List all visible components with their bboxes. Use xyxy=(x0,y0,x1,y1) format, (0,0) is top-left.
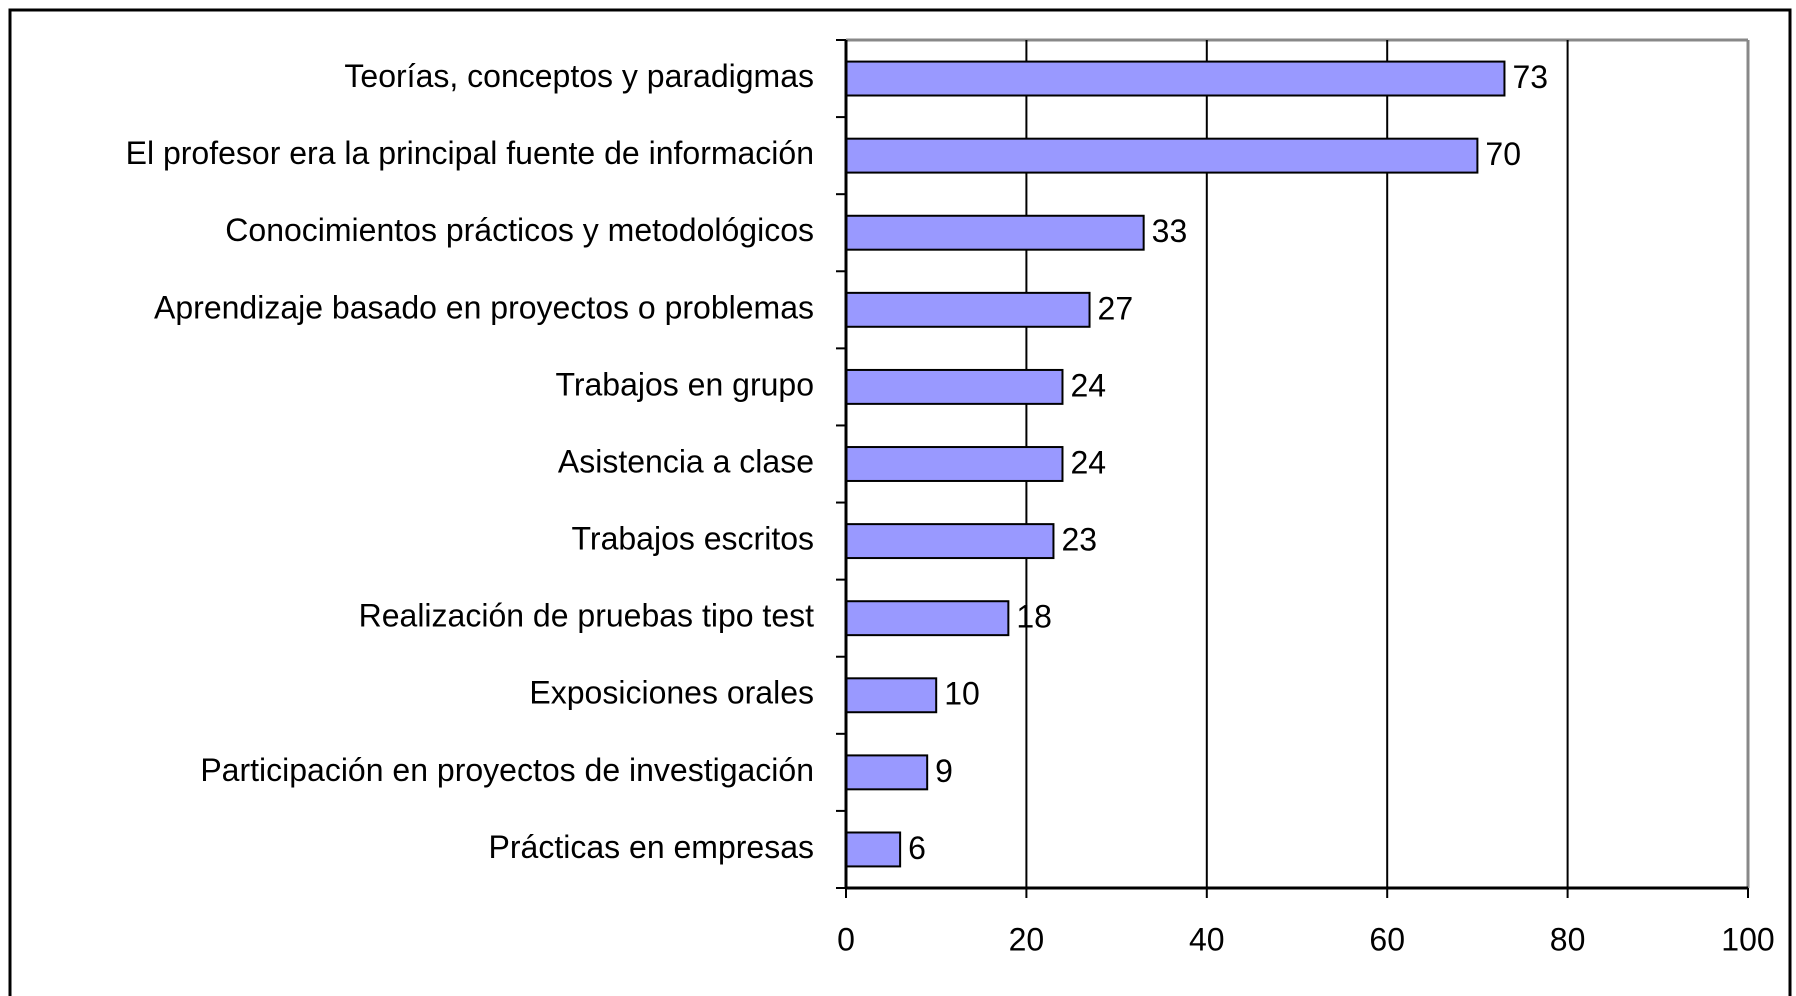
bar xyxy=(845,831,902,868)
y-tick-label: Aprendizaje basado en proyectos o proble… xyxy=(154,289,814,325)
y-tick-label: Exposiciones orales xyxy=(529,675,814,711)
frame xyxy=(8,8,1792,996)
bar xyxy=(845,523,1055,560)
x-tick-label: 80 xyxy=(1550,921,1586,957)
bar xyxy=(845,137,1479,174)
data-label: 6 xyxy=(908,830,926,866)
y-tick-label: Trabajos escritos xyxy=(572,521,814,557)
bar xyxy=(845,291,1091,328)
y-tick-label: Prácticas en empresas xyxy=(489,829,814,865)
data-label: 24 xyxy=(1070,444,1106,480)
x-tick-label: 0 xyxy=(837,921,855,957)
x-tick-label: 40 xyxy=(1189,921,1225,957)
data-label: 9 xyxy=(935,753,953,789)
data-label: 23 xyxy=(1061,522,1097,558)
y-tick-label: Asistencia a clase xyxy=(558,443,814,479)
data-label: 70 xyxy=(1485,136,1521,172)
data-label: 73 xyxy=(1512,59,1548,95)
data-label: 27 xyxy=(1098,290,1134,326)
bar xyxy=(845,754,929,791)
y-tick-label: Conocimientos prácticos y metodológicos xyxy=(225,212,814,248)
y-tick-label: El profesor era la principal fuente de i… xyxy=(126,135,814,171)
y-tick-label: Teorías, conceptos y paradigmas xyxy=(344,58,814,94)
y-tick-label: Participación en proyectos de investigac… xyxy=(200,752,814,788)
bar xyxy=(845,600,1010,637)
x-tick-label: 60 xyxy=(1369,921,1405,957)
y-tick-label: Trabajos en grupo xyxy=(555,366,814,402)
bar xyxy=(845,60,1506,97)
data-label: 33 xyxy=(1152,213,1188,249)
data-label: 18 xyxy=(1016,599,1052,635)
data-label: 24 xyxy=(1070,367,1106,403)
x-tick-label: 100 xyxy=(1721,921,1774,957)
bar xyxy=(845,446,1064,482)
bar xyxy=(845,677,938,714)
data-label: 10 xyxy=(944,676,980,712)
bar xyxy=(845,214,1145,251)
bar xyxy=(845,368,1064,405)
y-tick-label: Realización de pruebas tipo test xyxy=(359,598,815,634)
x-tick-label: 20 xyxy=(1009,921,1045,957)
